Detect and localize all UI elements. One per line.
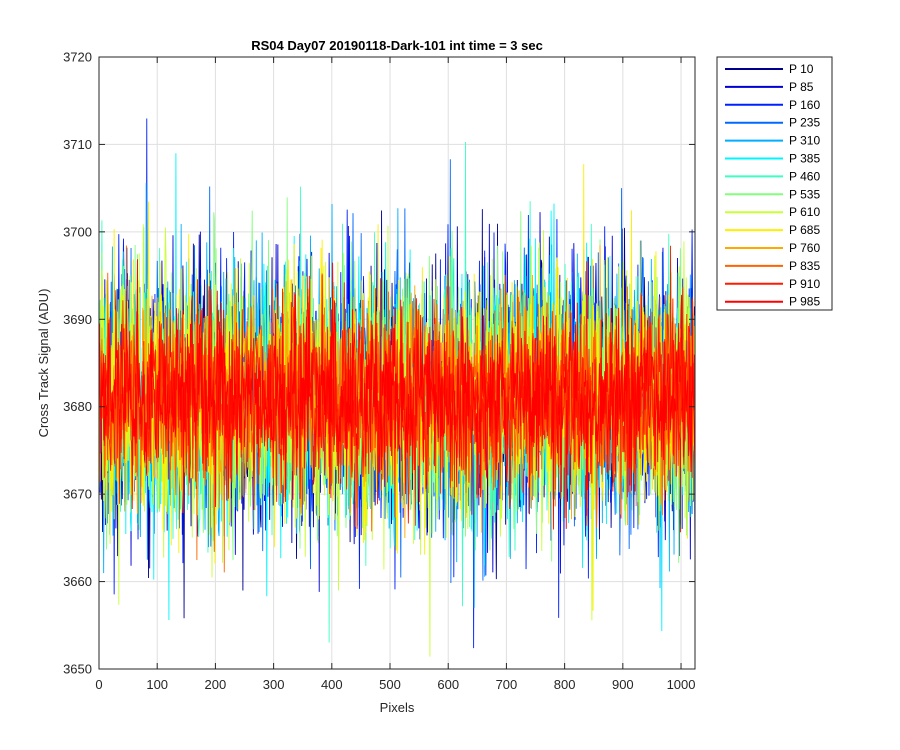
- y-tick-label: 3690: [63, 312, 92, 327]
- legend-label: P 460: [789, 169, 820, 183]
- x-tick-label: 500: [379, 677, 401, 692]
- legend-label: P 760: [789, 241, 820, 255]
- legend-label: P 385: [789, 152, 820, 166]
- legend-label: P 985: [789, 295, 820, 309]
- legend-label: P 835: [789, 259, 820, 273]
- y-tick-label: 3670: [63, 487, 92, 502]
- y-tick-label: 3720: [63, 50, 92, 65]
- y-tick-label: 3680: [63, 399, 92, 414]
- legend-label: P 235: [789, 116, 820, 130]
- legend-label: P 685: [789, 223, 820, 237]
- legend-label: P 610: [789, 205, 820, 219]
- x-tick-label: 1000: [667, 677, 696, 692]
- x-tick-label: 400: [321, 677, 343, 692]
- y-axis-ticks: 3650 3660 3670 3680 3690 3700 3710 3720: [63, 50, 695, 677]
- series-lines: [98, 118, 696, 657]
- x-tick-label: 0: [95, 677, 102, 692]
- legend-label: P 160: [789, 98, 820, 112]
- x-tick-label: 200: [205, 677, 227, 692]
- y-tick-label: 3700: [63, 224, 92, 239]
- x-axis-label: Pixels: [380, 700, 415, 715]
- legend-label: P 85: [789, 80, 814, 94]
- legend-label: P 310: [789, 134, 820, 148]
- legend-label: P 535: [789, 187, 820, 201]
- y-tick-label: 3650: [63, 662, 92, 677]
- legend: P 10 P 85 P 160 P 235 P 310 P 385 P 460 P 535 P …: [716, 56, 833, 311]
- series-line: [98, 259, 696, 533]
- legend-label: P 10: [789, 62, 814, 76]
- series-line: [98, 245, 696, 526]
- chart-title: RS04 Day07 20190118-Dark-101 int time = …: [251, 38, 543, 53]
- x-tick-label: 600: [437, 677, 459, 692]
- y-tick-label: 3660: [63, 574, 92, 589]
- x-axis-ticks: 0 100 200 300 400 500 600 700 800 900 1000: [95, 57, 695, 692]
- x-tick-label: 800: [554, 677, 576, 692]
- legend-box: [716, 56, 833, 311]
- plot-area-frame: [98, 56, 696, 670]
- x-tick-label: 900: [612, 677, 634, 692]
- x-tick-label: 100: [146, 677, 168, 692]
- legend-label: P 910: [789, 277, 820, 291]
- y-tick-label: 3710: [63, 137, 92, 152]
- x-tick-label: 700: [496, 677, 518, 692]
- x-tick-label: 300: [263, 677, 285, 692]
- y-axis-label: Cross Track Signal (ADU): [36, 289, 51, 438]
